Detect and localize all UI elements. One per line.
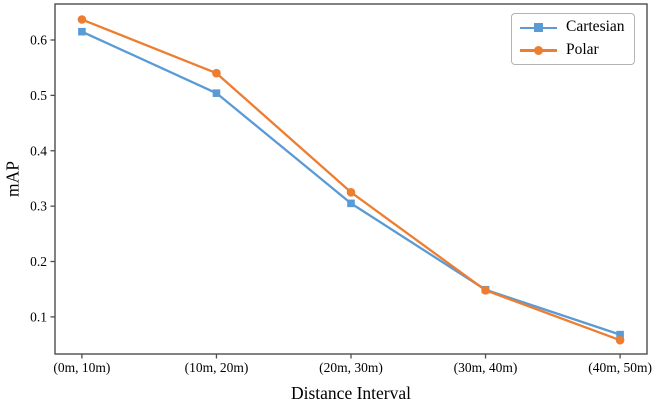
y-tick-label: 0.2 xyxy=(30,254,47,269)
y-tick-label: 0.6 xyxy=(30,32,47,47)
legend-label-cartesian: Cartesian xyxy=(566,18,625,35)
polar-line-marker-icon xyxy=(520,45,557,55)
data-point-polar xyxy=(615,335,625,345)
y-tick-label: 0.3 xyxy=(30,199,47,214)
data-point-polar xyxy=(77,15,87,24)
y-tick-label: 0.1 xyxy=(30,309,47,324)
legend-item-polar: Polar xyxy=(520,40,625,60)
series-line-cartesian xyxy=(80,30,622,336)
data-point-cartesian xyxy=(347,199,355,208)
y-axis-title: mAP xyxy=(2,161,23,197)
y-tick-label: 0.4 xyxy=(30,143,47,158)
legend-label-polar: Polar xyxy=(566,40,599,58)
x-tick-label: (30m, 40m) xyxy=(454,360,518,375)
data-point-polar xyxy=(212,68,221,78)
x-tick-label: (20m, 30m) xyxy=(319,360,383,375)
cartesian-line-marker-icon xyxy=(520,23,557,33)
data-point-polar xyxy=(346,187,356,197)
data-point-polar xyxy=(481,286,490,295)
x-axis-title: Distance Interval xyxy=(290,383,412,403)
data-point-cartesian xyxy=(78,27,86,36)
x-tick-label: (10m, 20m) xyxy=(185,360,249,375)
legend: Cartesian Polar xyxy=(511,13,635,65)
x-tick-label: (40m, 50m) xyxy=(588,360,652,375)
data-point-cartesian xyxy=(616,330,624,339)
x-tick-label: (0m, 10m) xyxy=(53,360,110,375)
y-tick-label: 0.5 xyxy=(30,88,47,103)
legend-item-cartesian: Cartesian xyxy=(520,19,625,37)
data-point-cartesian xyxy=(212,89,221,97)
